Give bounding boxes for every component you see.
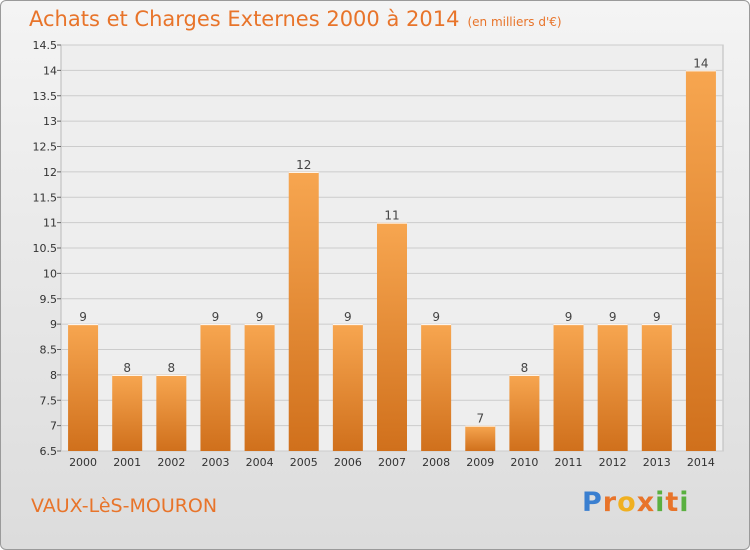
data-label: 9: [256, 310, 264, 324]
y-tick-label: 13: [43, 115, 57, 128]
bar-2009: [465, 425, 496, 451]
x-tick-label: 2008: [422, 456, 450, 469]
y-tick-label: 9: [50, 318, 57, 331]
y-tick-label: 13.5: [33, 90, 58, 103]
bar-2004: [244, 324, 275, 451]
y-axis: 6.5 7 7.5 8 8.5 9 9.5 10 10.5 11 11.5 12 12.5 13 13.5 1…: [33, 39, 61, 458]
y-tick-label: 14: [43, 64, 57, 77]
bar-2010: [509, 374, 540, 451]
x-tick-label: 2014: [687, 456, 715, 469]
x-tick-label: 2006: [334, 456, 362, 469]
bar-2001: [112, 374, 143, 451]
bar-2007: [377, 222, 407, 451]
data-label: 12: [296, 158, 311, 172]
town-name: VAUX-LèS-MOURON: [31, 495, 218, 517]
data-label: 14: [693, 56, 708, 70]
bar-2014: [685, 70, 716, 451]
y-tick-label: 7: [50, 420, 57, 433]
y-tick-label: 12.5: [33, 141, 58, 154]
data-label: 9: [432, 310, 440, 324]
bar-2012: [597, 324, 628, 451]
chart-unit: (en milliers d'€): [467, 15, 562, 29]
y-tick-label: 11: [43, 217, 57, 230]
x-tick-label: 2003: [201, 456, 229, 469]
data-label: 9: [79, 310, 87, 324]
y-tick-label: 10: [43, 267, 57, 280]
x-tick-label: 2002: [157, 456, 185, 469]
y-tick-label: 9.5: [40, 293, 58, 306]
y-tick-label: 10.5: [33, 242, 58, 255]
data-label: 8: [168, 361, 176, 375]
y-tick-label: 7.5: [40, 394, 58, 407]
x-tick-label: 2009: [466, 456, 494, 469]
y-tick-label: 14.5: [33, 39, 58, 52]
data-label: 7: [476, 412, 484, 426]
bar-2003: [200, 324, 231, 451]
data-label: 9: [344, 310, 352, 324]
data-label: 9: [565, 310, 573, 324]
bar-2006: [332, 324, 363, 451]
data-label: 9: [653, 310, 661, 324]
proxiti-logo[interactable]: Proxiti: [582, 487, 690, 518]
bars: 9 8 8 9 9 12 9 11 9 7 8 9 9 9 14: [68, 56, 716, 451]
y-tick-label: 8.5: [40, 344, 58, 357]
x-tick-label: 2000: [69, 456, 97, 469]
x-tick-label: 2013: [643, 456, 671, 469]
bar-2002: [156, 374, 187, 451]
data-label: 9: [212, 310, 220, 324]
bar-2011: [553, 324, 584, 451]
x-tick-label: 2001: [113, 456, 141, 469]
bar-2000: [68, 324, 99, 451]
x-tick-label: 2005: [290, 456, 318, 469]
chart-title-text: Achats et Charges Externes 2000 à 2014: [29, 7, 460, 31]
x-tick-label: 2007: [378, 456, 406, 469]
x-tick-label: 2004: [246, 456, 274, 469]
y-tick-label: 12: [43, 166, 57, 179]
x-axis: 2000 2001 2002 2003 2004 2005 2006 2007 2008 2009…: [69, 456, 715, 469]
data-label: 8: [123, 361, 131, 375]
bar-2008: [421, 324, 452, 451]
x-tick-label: 2010: [510, 456, 538, 469]
data-label: 9: [609, 310, 617, 324]
chart-title: Achats et Charges Externes 2000 à 2014 (e…: [29, 7, 562, 31]
y-tick-label: 11.5: [33, 191, 58, 204]
y-tick-label: 6.5: [40, 445, 58, 458]
x-tick-label: 2011: [555, 456, 583, 469]
bar-2013: [641, 324, 672, 451]
data-label: 8: [521, 361, 529, 375]
y-tick-label: 8: [50, 369, 57, 382]
bar-2005: [288, 171, 319, 451]
x-tick-label: 2012: [599, 456, 627, 469]
data-label: 11: [384, 209, 399, 223]
